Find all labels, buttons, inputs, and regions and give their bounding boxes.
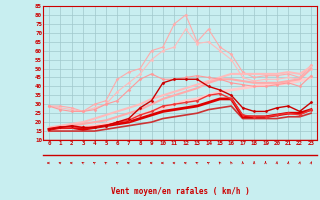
Text: Vent moyen/en rafales ( km/h ): Vent moyen/en rafales ( km/h ) bbox=[111, 187, 249, 196]
